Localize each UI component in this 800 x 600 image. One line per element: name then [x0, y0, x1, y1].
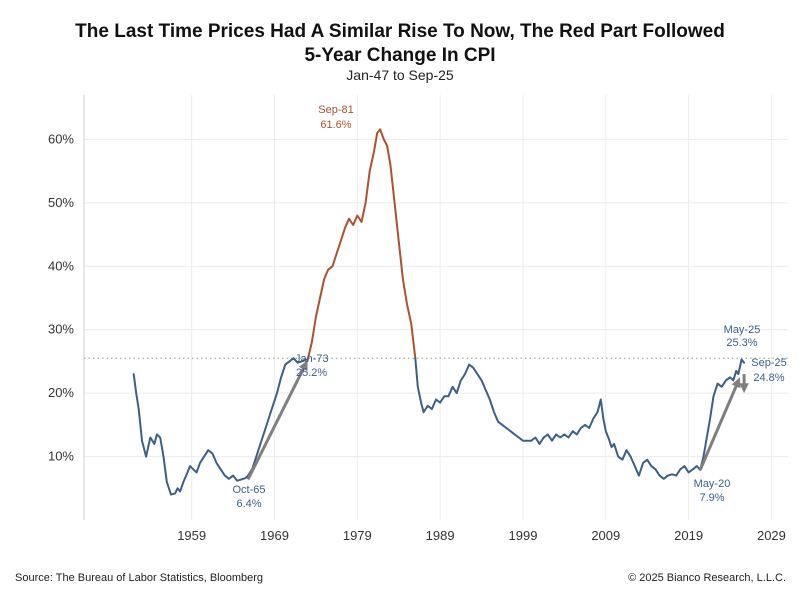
annotation-may25-label: May-25 — [724, 324, 761, 336]
y-tick-label: 40% — [48, 258, 74, 273]
arrow-shaft-0 — [246, 367, 306, 481]
annotation-sep25-value: 24.8% — [753, 372, 784, 384]
annotation-sep25-label: Sep-25 — [751, 357, 786, 369]
x-tick-label: 1979 — [343, 528, 372, 543]
arrow-layer — [246, 360, 749, 481]
x-tick-label: 1989 — [426, 528, 455, 543]
x-tick-label: 1959 — [177, 528, 206, 543]
series-line-2 — [414, 357, 746, 480]
chart-subtitle: Jan-47 to Sep-25 — [346, 67, 454, 83]
chart-title: The Last Time Prices Had A Similar Rise … — [75, 21, 725, 42]
annotation-jan73-value: 25.2% — [296, 367, 327, 379]
y-axis-ticks: 10% 20% 30% 40% 50% 60% — [48, 131, 74, 463]
annotation-may20-value: 7.9% — [699, 492, 724, 504]
x-gridlines — [191, 95, 772, 520]
y-tick-label: 50% — [48, 195, 74, 210]
series-line-1 — [306, 128, 417, 362]
arrow-head-1 — [731, 377, 741, 389]
arrow-shaft-1 — [698, 384, 738, 471]
annotation-sep81-label: Sep-81 — [318, 104, 353, 116]
chart-title-line2: 5-Year Change In CPI — [304, 45, 495, 66]
y-tick-label: 30% — [48, 322, 74, 337]
y-gridlines — [84, 138, 788, 458]
footer-source: Source: The Bureau of Labor Statistics, … — [15, 572, 263, 584]
y-tick-label: 20% — [48, 385, 74, 400]
series-layer — [132, 128, 746, 496]
arrow-head-0 — [298, 360, 308, 372]
x-axis-ticks: 1959 1969 1979 1989 1999 2009 2019 2029 — [177, 528, 786, 543]
series-line-0 — [132, 357, 309, 496]
x-tick-label: 1999 — [509, 528, 538, 543]
annotation-may25-value: 25.3% — [726, 337, 757, 349]
arrow-head-2 — [739, 383, 749, 394]
y-tick-label: 10% — [48, 449, 74, 464]
x-tick-label: 2029 — [757, 528, 786, 543]
x-tick-label: 2019 — [674, 528, 703, 543]
annotation-jan73-label: Jan-73 — [295, 353, 329, 365]
annotation-oct65-label: Oct-65 — [232, 484, 265, 496]
annotation-sep81-value: 61.6% — [320, 119, 351, 131]
x-tick-label: 1969 — [260, 528, 289, 543]
x-tick-label: 2009 — [591, 528, 620, 543]
footer-copyright: © 2025 Bianco Research, L.L.C. — [628, 572, 786, 584]
annotation-may20-label: May-20 — [694, 478, 731, 490]
annotation-oct65-value: 6.4% — [236, 498, 261, 510]
y-tick-label: 60% — [48, 131, 74, 146]
